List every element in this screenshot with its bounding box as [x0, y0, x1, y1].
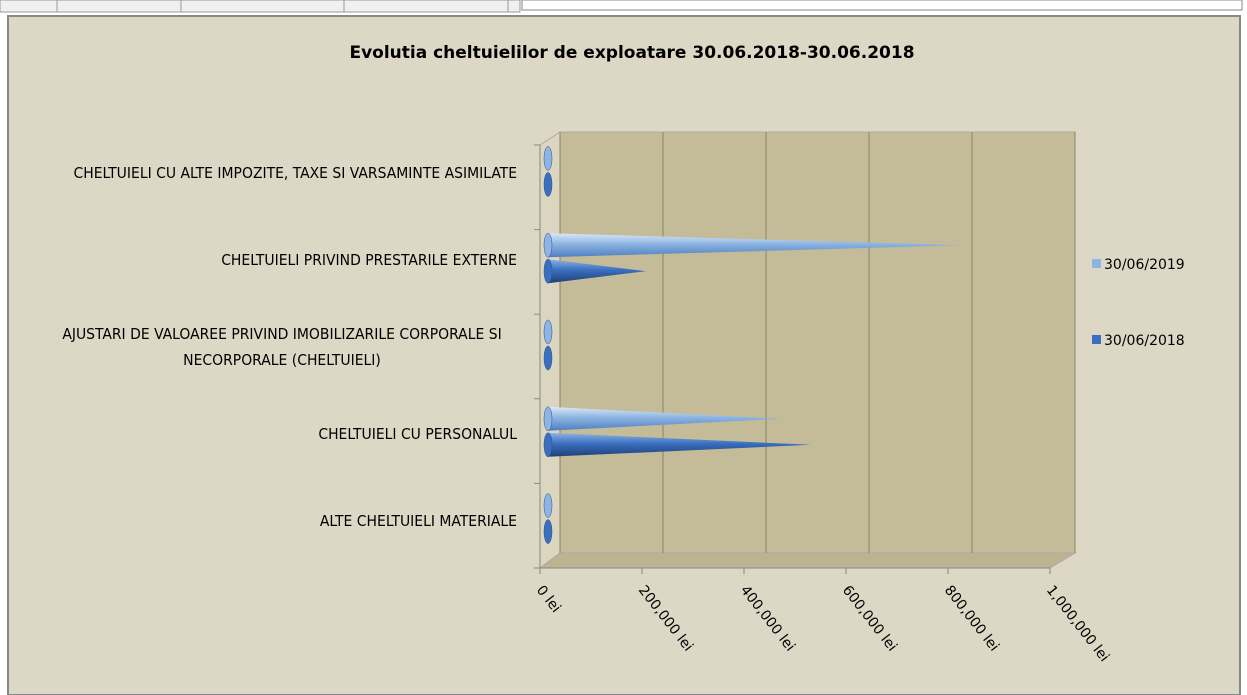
cone	[543, 258, 646, 284]
y-tick-label: ALTE CHELTUIELI MATERIALE	[319, 511, 517, 530]
chart-title: Evolutia cheltuielilor de exploatare 30.…	[349, 43, 914, 63]
cone	[543, 493, 553, 518]
y-tick-label: CHELTUIELI CU PERSONALUL	[318, 424, 517, 443]
legend-swatch	[1092, 335, 1101, 344]
y-tick-label: CHELTUIELI PRIVIND PRESTARILE EXTERNE	[221, 251, 517, 270]
legend-swatch	[1092, 259, 1101, 268]
cone	[543, 172, 553, 197]
toolbar-strip	[0, 0, 1243, 13]
cone	[543, 406, 780, 432]
y-tick-label: AJUSTARI DE VALOAREE PRIVIND IMOBILIZARI…	[62, 325, 502, 369]
cone	[543, 519, 553, 544]
cone	[543, 146, 553, 171]
legend-label: 30/06/2019	[1104, 257, 1185, 273]
cone	[543, 345, 553, 371]
y-tick-label: CHELTUIELI CU ALTE IMPOZITE, TAXE SI VAR…	[73, 164, 518, 183]
floor	[538, 552, 1077, 569]
cone	[543, 232, 960, 258]
legend-label: 30/06/2018	[1104, 333, 1185, 349]
back-wall	[559, 131, 1076, 554]
cone	[543, 319, 553, 345]
cone	[543, 432, 811, 458]
